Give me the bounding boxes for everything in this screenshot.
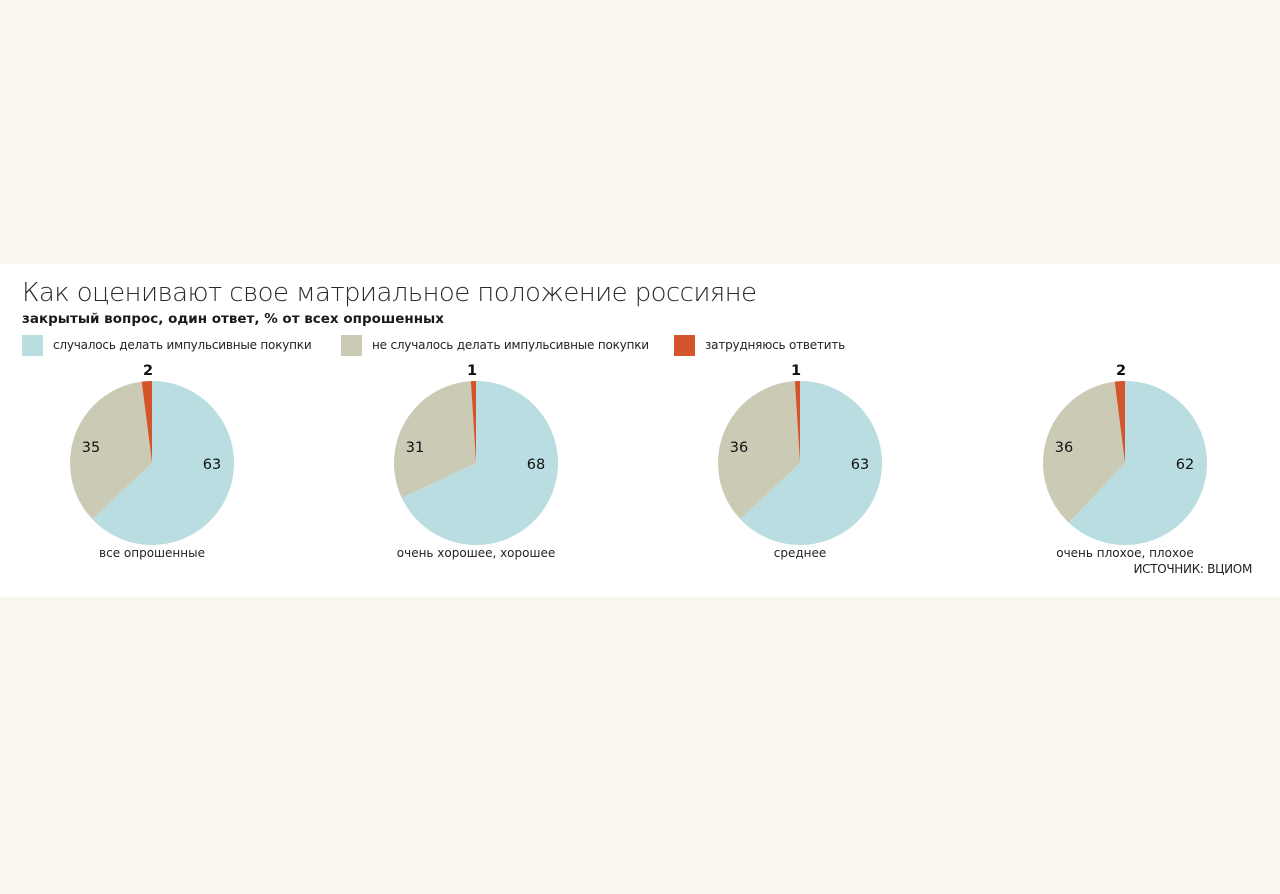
pie-slice xyxy=(401,381,558,545)
chart-panel: Как оценивают свое матриальное положение… xyxy=(0,264,1280,597)
pie-value-label: 63 xyxy=(850,457,870,473)
pie-chart-good: 68 31 1 xyxy=(376,363,576,564)
pie-slice xyxy=(718,381,800,520)
legend-item-impulsive: случалось делать импульсивные покупки xyxy=(22,334,312,356)
legend-swatch xyxy=(674,334,695,356)
pie-slice xyxy=(740,381,882,545)
pie-caption: среднее xyxy=(773,546,827,560)
pie-value-label: 36 xyxy=(1054,440,1074,456)
pie-slice xyxy=(470,381,476,463)
pie-chart-bad: 62 36 2 xyxy=(1025,363,1225,564)
pie-value-label: 31 xyxy=(405,440,425,456)
legend-swatch xyxy=(22,334,43,356)
pie-caption: все опрошенные xyxy=(99,546,205,560)
pie-value-label: 1 xyxy=(790,363,802,379)
pie-caption: очень плохое, плохое xyxy=(1056,546,1194,560)
legend-label: не случалось делать импульсивные покупки xyxy=(372,338,649,352)
pie-value-label: 63 xyxy=(202,457,222,473)
pie-value-label: 68 xyxy=(526,457,546,473)
legend-item-not-impulsive: не случалось делать импульсивные покупки xyxy=(341,334,649,356)
chart-title: Как оценивают свое матриальное положение… xyxy=(22,278,757,308)
pie-caption: очень хорошее, хорошее xyxy=(396,546,556,560)
pie-chart-all: 63 35 2 xyxy=(52,363,252,564)
pie-value-label: 2 xyxy=(1115,363,1127,379)
source-note: ИСТОЧНИК: ВЦИОМ xyxy=(1133,562,1252,576)
pie-value-label: 62 xyxy=(1175,457,1195,473)
pie-value-label: 36 xyxy=(729,440,749,456)
pie-chart-average: 63 36 1 xyxy=(700,363,900,564)
pie-slice xyxy=(1068,381,1207,545)
pie-slice xyxy=(141,381,152,463)
legend-swatch xyxy=(341,334,362,356)
pie-slice xyxy=(1043,381,1125,523)
pie-value-label: 35 xyxy=(81,440,101,456)
legend-label: затрудняюсь ответить xyxy=(705,338,846,352)
chart-subtitle: закрытый вопрос, один ответ, % от всех о… xyxy=(22,311,444,327)
pie-slice xyxy=(92,381,235,545)
legend-item-hard-to-say: затрудняюсь ответить xyxy=(674,334,845,356)
pie-slice xyxy=(1114,381,1125,463)
pie-value-label: 2 xyxy=(142,363,154,379)
pie-value-label: 1 xyxy=(466,363,478,379)
pie-slice xyxy=(794,381,800,463)
legend-label: случалось делать импульсивные покупки xyxy=(53,338,312,352)
pie-slice xyxy=(70,381,152,520)
pie-slice xyxy=(394,381,476,498)
